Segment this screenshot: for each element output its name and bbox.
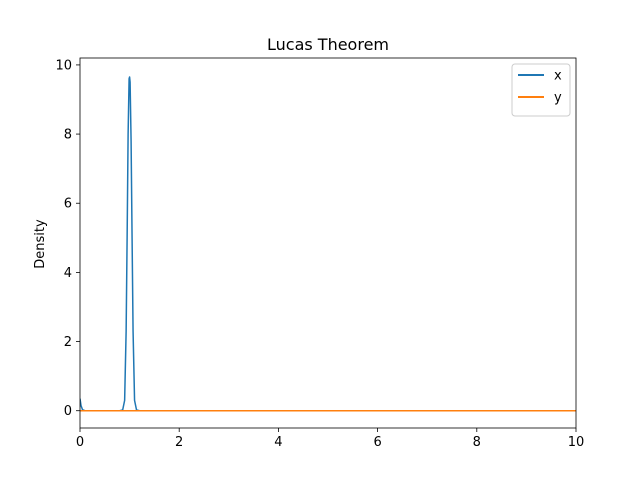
legend: xy: [511, 63, 571, 117]
y-tick-label: 10: [55, 58, 72, 73]
chart-title: Lucas Theorem: [267, 35, 389, 54]
x-tick-label: 6: [373, 435, 381, 450]
x-tick-label: 10: [568, 435, 585, 450]
axes: 0 2 4 6 8 10 0 2 4 6 8 10: [55, 57, 585, 450]
legend-label-x: x: [554, 69, 562, 84]
series-line-x: [80, 76, 155, 412]
plot-frame: [79, 57, 577, 429]
legend-box: [511, 63, 571, 117]
y-tick-label: 2: [64, 335, 72, 350]
y-tick-label: 8: [64, 128, 72, 143]
x-tick-label: 2: [175, 435, 183, 450]
x-tick-label: 4: [274, 435, 282, 450]
y-tick-label: 4: [64, 266, 72, 281]
y-tick-label: 0: [64, 404, 72, 419]
plot-lines: [80, 76, 576, 412]
y-axis-label: Density: [33, 219, 48, 269]
y-tick-label: 6: [64, 197, 72, 212]
legend-label-y: y: [554, 91, 562, 106]
x-tick-label: 8: [473, 435, 481, 450]
x-tick-label: 0: [76, 435, 84, 450]
